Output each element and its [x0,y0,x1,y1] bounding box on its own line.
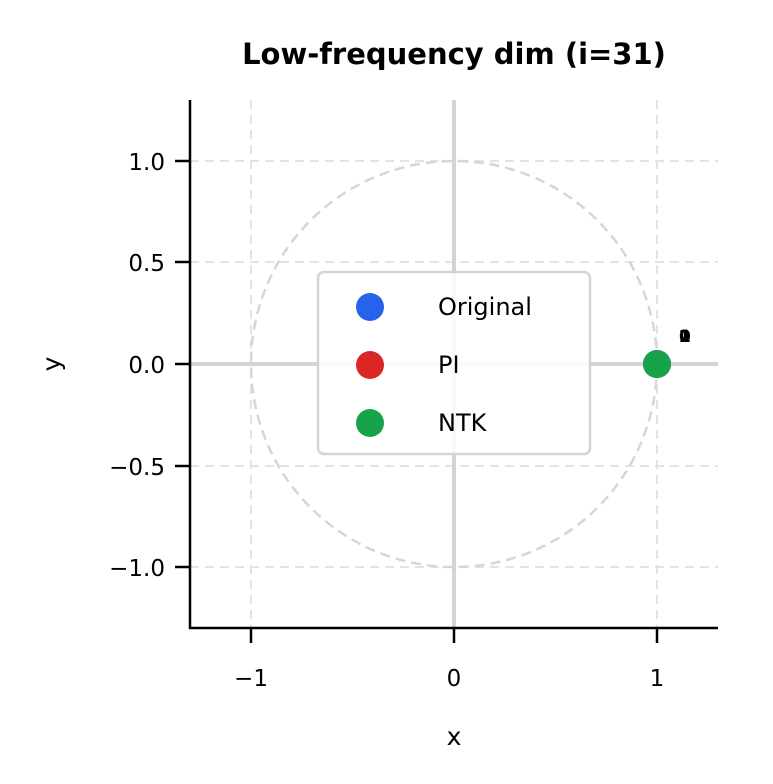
legend-item-pi: PI [356,351,460,379]
y-tick-label: −0.5 [109,455,165,481]
annotation-1: 1 [679,327,691,347]
legend: Original PI NTK [316,270,592,456]
annotation-2: 2 [679,327,691,347]
x-axis: −1 0 1 x [234,628,664,751]
point-ntk [643,350,671,378]
legend-marker-pi [356,351,384,379]
y-tick-label: −1.0 [109,556,165,582]
x-tick-label: −1 [234,666,268,692]
legend-marker-original [356,293,384,321]
legend-item-ntk: NTK [356,409,488,437]
x-tick-label: 0 [447,666,462,692]
y-tick-label: 0.5 [128,251,165,277]
y-axis-label: y [37,356,66,371]
legend-label: NTK [438,409,488,437]
legend-marker-ntk [356,409,384,437]
legend-box [316,270,592,456]
y-tick-label: 0.0 [128,353,165,379]
legend-item-original: Original [356,293,532,321]
chart-title: Low-frequency dim (i=31) [242,37,666,71]
legend-label: PI [438,351,460,379]
y-tick-label: 1.0 [128,150,165,176]
y-axis: 1.0 0.5 0.0 −0.5 −1.0 y [37,150,190,582]
x-tick-label: 1 [650,666,665,692]
legend-label: Original [438,293,532,321]
annotation-0: 0 [679,327,691,347]
x-axis-label: x [447,722,462,751]
